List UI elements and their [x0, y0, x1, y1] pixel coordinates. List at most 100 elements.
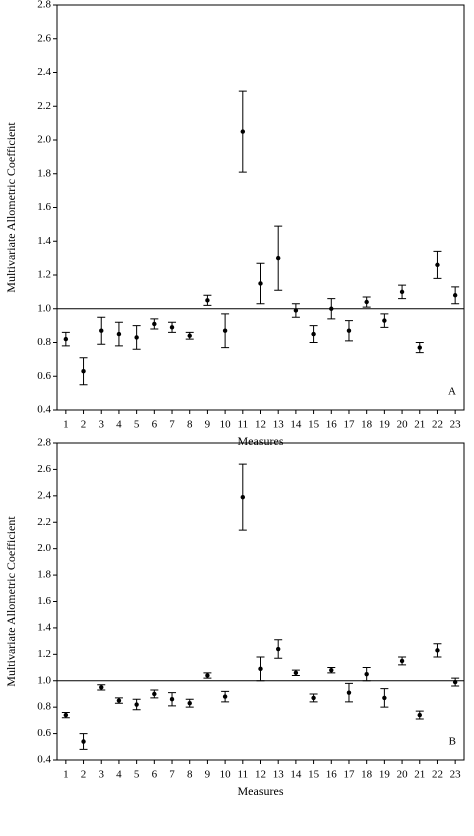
data-point — [399, 289, 405, 295]
x-tick-label: 5 — [134, 769, 140, 781]
y-tick-label: 0.6 — [37, 727, 51, 739]
data-point — [293, 308, 299, 313]
data-point — [63, 336, 69, 342]
plot-frame — [56, 4, 465, 411]
x-tick-label: 22 — [432, 419, 443, 431]
y-tick-label: 0.4 — [37, 754, 51, 766]
x-tick-label: 7 — [169, 769, 175, 781]
x-tick-label: 4 — [116, 419, 122, 431]
data-point — [222, 694, 228, 699]
data-point — [169, 325, 175, 330]
x-tick-label: 21 — [414, 419, 425, 431]
y-tick-label: 2.4 — [37, 489, 51, 501]
panel-annotation: A — [448, 386, 456, 398]
y-tick-label: 2.6 — [37, 32, 51, 44]
x-tick-label: 11 — [238, 419, 249, 431]
data-point — [382, 318, 387, 323]
data-point — [134, 335, 139, 340]
y-tick-label: 1.4 — [37, 235, 51, 247]
x-tick-label: 23 — [450, 769, 462, 781]
x-tick-label: 6 — [152, 419, 158, 431]
x-tick-label: 17 — [343, 419, 355, 431]
x-tick-label: 22 — [432, 769, 443, 781]
x-tick-label: 15 — [308, 769, 320, 781]
y-tick-label: 2.0 — [37, 134, 51, 146]
data-point — [311, 331, 316, 337]
y-tick-label: 1.6 — [37, 201, 51, 213]
y-tick-label: 1.8 — [37, 569, 51, 581]
x-tick-label: 18 — [361, 419, 373, 431]
data-point — [452, 679, 458, 685]
x-tick-label: 3 — [98, 769, 104, 781]
data-point — [134, 702, 139, 707]
data-point — [205, 673, 210, 678]
x-axis-label: Measures — [238, 784, 284, 798]
data-point — [293, 670, 299, 676]
x-tick-label: 16 — [326, 769, 338, 781]
y-tick-label: 1.2 — [37, 648, 51, 660]
x-tick-label: 4 — [116, 769, 122, 781]
y-tick-label: 2.6 — [37, 463, 51, 475]
data-point — [222, 328, 228, 333]
x-tick-label: 19 — [379, 419, 391, 431]
y-tick-label: 2.0 — [37, 542, 51, 554]
y-tick-label: 1.0 — [37, 302, 51, 314]
data-point — [152, 691, 157, 697]
x-tick-label: 8 — [187, 419, 193, 431]
x-tick-label: 14 — [290, 769, 302, 781]
y-tick-label: 2.4 — [37, 66, 51, 78]
y-tick-label: 0.8 — [37, 336, 51, 348]
x-tick-label: 10 — [220, 769, 232, 781]
y-tick-label: 0.8 — [37, 701, 51, 713]
data-point — [382, 695, 387, 701]
data-point — [99, 328, 104, 333]
data-point — [417, 712, 422, 718]
data-point — [364, 299, 369, 305]
panel-annotation: B — [449, 736, 456, 748]
data-point — [275, 646, 281, 652]
x-tick-label: 17 — [343, 769, 355, 781]
x-tick-label: 21 — [414, 769, 425, 781]
x-tick-label: 8 — [187, 769, 193, 781]
data-point — [99, 685, 104, 690]
data-point — [435, 262, 440, 268]
x-tick-label: 11 — [238, 769, 249, 781]
y-tick-label: 1.2 — [37, 269, 51, 281]
x-axis-label: Measures — [238, 434, 284, 448]
data-point — [346, 690, 352, 695]
x-tick-label: 20 — [397, 769, 409, 781]
data-point — [240, 129, 246, 134]
y-tick-label: 0.4 — [37, 404, 51, 416]
y-tick-label: 0.6 — [37, 370, 51, 382]
data-point — [435, 648, 440, 653]
data-point — [417, 345, 422, 350]
x-tick-label: 10 — [220, 419, 232, 431]
data-point — [152, 321, 157, 327]
x-tick-label: 5 — [134, 419, 140, 431]
data-point — [258, 281, 263, 286]
x-tick-label: 14 — [290, 419, 302, 431]
data-point — [240, 494, 246, 500]
x-tick-label: 1 — [63, 769, 69, 781]
data-point — [329, 306, 334, 311]
plot-frame — [56, 442, 465, 761]
x-tick-label: 13 — [273, 769, 285, 781]
y-tick-label: 2.8 — [37, 0, 51, 11]
x-tick-label: 23 — [450, 419, 462, 431]
x-tick-label: 12 — [255, 419, 266, 431]
x-tick-label: 20 — [397, 419, 409, 431]
x-tick-label: 2 — [81, 419, 87, 431]
x-tick-label: 13 — [273, 419, 285, 431]
data-point — [346, 328, 352, 333]
x-tick-label: 1 — [63, 419, 69, 431]
data-point — [452, 293, 458, 298]
data-point — [81, 368, 86, 374]
data-point — [364, 671, 369, 677]
y-tick-label: 2.8 — [37, 437, 51, 449]
x-tick-label: 15 — [308, 419, 320, 431]
data-point — [116, 331, 122, 337]
x-tick-label: 2 — [81, 769, 87, 781]
data-point — [329, 667, 334, 673]
